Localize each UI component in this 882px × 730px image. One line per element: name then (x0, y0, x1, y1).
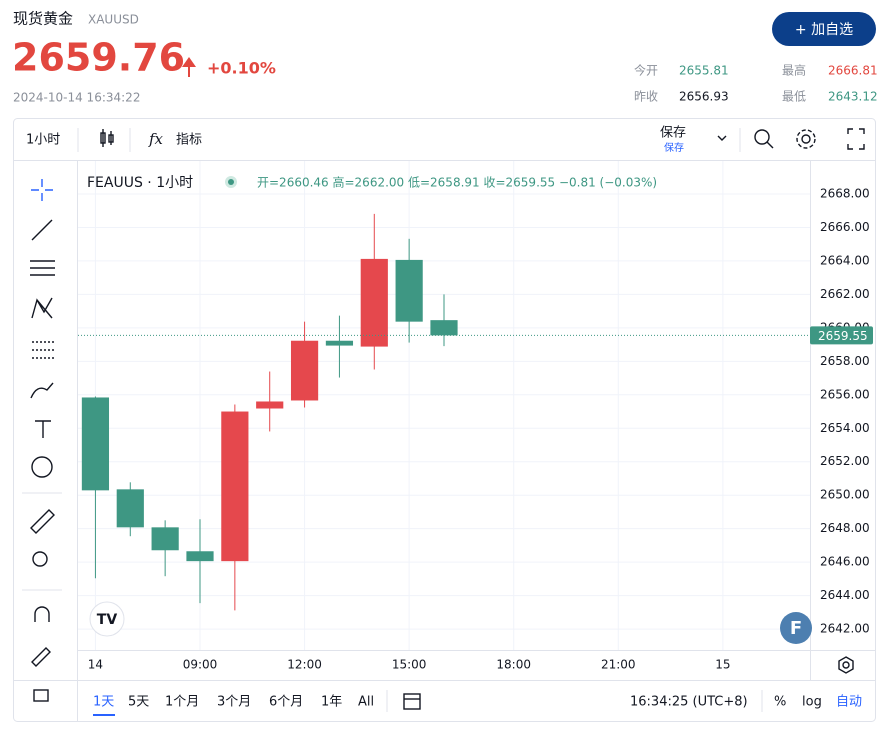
price: 2659.76 (12, 36, 185, 80)
candle-body (430, 320, 458, 336)
y-tick-label: 2646.00 (820, 555, 870, 569)
alert-icon[interactable] (754, 129, 774, 149)
candle-body (116, 489, 144, 528)
range-button[interactable]: 3个月 (217, 695, 251, 710)
x-tick-label: 21:00 (601, 658, 636, 672)
save-sub[interactable]: 保存 (664, 141, 684, 154)
date-range-icon[interactable] (403, 693, 421, 710)
candle-body (360, 258, 388, 347)
up-arrow (182, 57, 196, 77)
pattern-tool[interactable] (31, 297, 53, 319)
settings-icon[interactable] (796, 129, 816, 149)
y-tick-label: 2656.00 (820, 387, 870, 401)
candle-body (290, 340, 319, 401)
last-price-label: 2659.55 (818, 329, 868, 343)
y-tick-label: 2662.00 (820, 287, 870, 301)
y-tick-label: 2666.00 (820, 220, 870, 234)
timestamp: 2024-10-14 16:34:22 (13, 91, 140, 105)
f-badge-mark[interactable]: F (790, 618, 802, 639)
status-dot (228, 179, 234, 185)
interval[interactable]: 1小时 (26, 133, 60, 148)
stat-label: 今开 (634, 63, 658, 78)
fullscreen-icon[interactable] (847, 128, 865, 150)
tv-logo-mark[interactable]: TV (97, 612, 118, 628)
f-badge[interactable] (780, 612, 812, 644)
lock-tool[interactable] (33, 689, 49, 702)
save[interactable]: 保存 (660, 126, 686, 141)
y-tick-label: 2664.00 (820, 253, 870, 267)
line-tool[interactable] (31, 219, 53, 241)
title: 现货黄金 (13, 10, 73, 28)
magnet-tool[interactable] (34, 606, 50, 622)
x-tick-label: 15 (715, 658, 730, 672)
chart-frame (13, 118, 876, 722)
stat-value: 2643.12 (828, 90, 878, 104)
legend-values: 开=2660.46 高=2662.00 低=2658.91 收=2659.55 … (257, 175, 657, 190)
candle-icon[interactable] (100, 129, 114, 147)
x-tick-label: 18:00 (496, 658, 531, 672)
stat-value: 2666.81 (828, 64, 878, 78)
change: +0.10% (207, 59, 276, 78)
candle-body (395, 259, 423, 322)
y-tick-label: 2644.00 (820, 588, 870, 602)
x-tick-label: 09:00 (183, 658, 218, 672)
draw-mode-tool[interactable] (31, 647, 51, 667)
tv-logo[interactable] (89, 601, 125, 637)
symbol: XAUUSD (88, 13, 139, 27)
range-button[interactable]: 1年 (321, 695, 342, 710)
percent-toggle[interactable]: % (774, 695, 786, 710)
ruler-tool[interactable] (30, 509, 55, 534)
stat-label: 昨收 (634, 90, 658, 104)
candle-body (186, 551, 214, 562)
range-button[interactable]: 6个月 (269, 695, 303, 710)
add-watchlist-label[interactable]: + 加自选 (795, 22, 853, 38)
candle-body (151, 527, 179, 551)
legend-title: FEAUUS · 1小时 (87, 175, 193, 191)
clock: 16:34:25 (UTC+8) (630, 695, 748, 710)
x-tick-label: 15:00 (392, 658, 427, 672)
plot-area (78, 161, 810, 650)
candle-body (81, 397, 110, 491)
range-button[interactable]: 1个月 (165, 695, 199, 710)
y-tick-label: 2654.00 (820, 421, 870, 435)
candle-body (325, 340, 354, 346)
candle-body (221, 411, 249, 562)
crosshair-tool[interactable] (31, 179, 53, 201)
range-button[interactable]: 1天 (93, 695, 114, 710)
stat-value: 2656.93 (679, 90, 729, 104)
last-price-box (810, 326, 873, 345)
y-tick-label: 2668.00 (820, 186, 870, 200)
projection-tool[interactable] (32, 341, 54, 359)
log-toggle[interactable]: log (802, 695, 822, 710)
auto-toggle[interactable]: 自动 (836, 695, 862, 710)
tool-icons (30, 179, 55, 702)
candle-body (256, 401, 284, 409)
range-button[interactable]: All (358, 695, 374, 710)
text-tool[interactable] (35, 420, 51, 438)
zoom-tool[interactable] (32, 551, 48, 567)
fx-icon[interactable]: fx (148, 130, 164, 148)
brush-tool[interactable] (30, 382, 54, 399)
axis-settings[interactable] (838, 656, 854, 674)
y-tick-label: 2648.00 (820, 521, 870, 535)
indicators[interactable]: 指标 (176, 133, 202, 148)
range-button[interactable]: 5天 (128, 695, 149, 710)
emoji-tool[interactable] (31, 456, 53, 478)
add-watchlist-button[interactable] (772, 12, 876, 46)
stat-label: 最低 (782, 90, 806, 104)
y-tick-label: 2652.00 (820, 454, 870, 468)
y-tick-label: 2642.00 (820, 622, 870, 636)
y-tick-label: 2650.00 (820, 488, 870, 502)
stat-value: 2655.81 (679, 64, 729, 78)
y-tick-label: 2658.00 (820, 354, 870, 368)
x-tick-label: 12:00 (287, 658, 322, 672)
fib-tool[interactable] (30, 260, 55, 276)
dropdown[interactable] (717, 135, 727, 141)
x-tick-label: 14 (88, 658, 103, 672)
stat-label: 最高 (782, 63, 806, 78)
